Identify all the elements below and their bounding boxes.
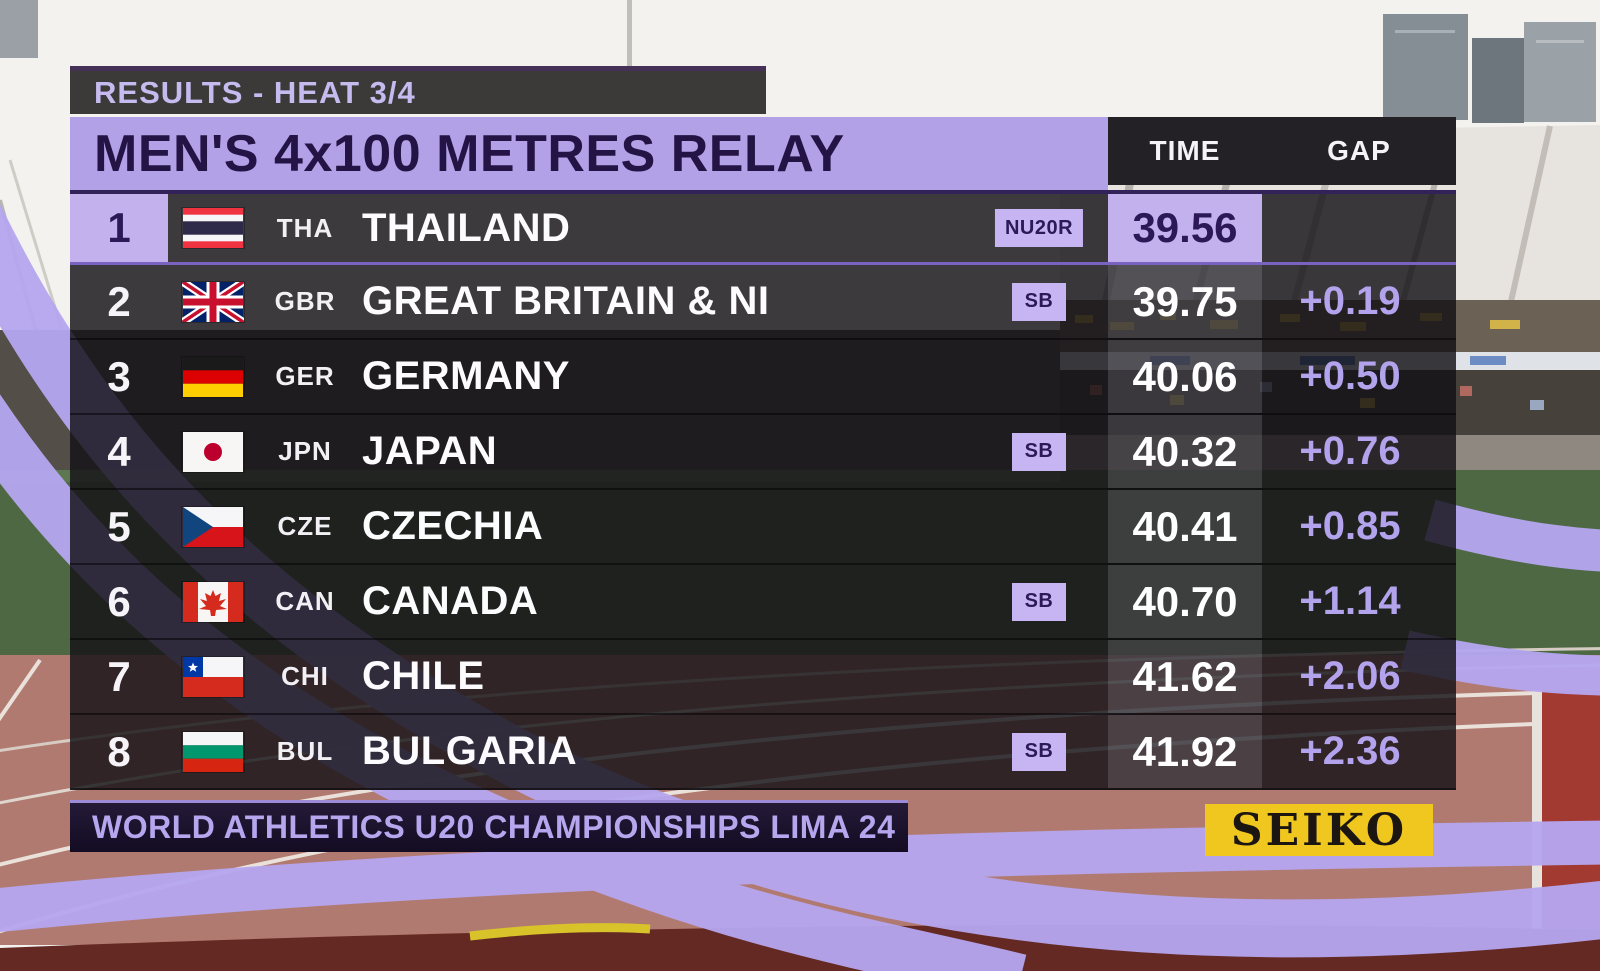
- columns-header: TIME GAP: [1108, 117, 1456, 185]
- results-heat-label: RESULTS - HEAT 3/4: [94, 74, 416, 110]
- result-gap: +2.06: [1299, 654, 1401, 698]
- result-gap: +0.50: [1299, 354, 1401, 398]
- result-row-1: 1 THA THAILAND NU20R 39.56: [70, 190, 1456, 265]
- country-name: GREAT BRITAIN & NI: [362, 279, 770, 323]
- result-gap: +2.36: [1299, 729, 1401, 773]
- result-time: 41.92: [1108, 715, 1262, 788]
- result-time: 40.70: [1108, 565, 1262, 638]
- country-name: BULGARIA: [362, 729, 578, 773]
- skyline-buildings: [0, 0, 1596, 123]
- result-gap: +0.85: [1299, 504, 1401, 548]
- result-gap: +0.19: [1299, 279, 1401, 323]
- country-name: CANADA: [362, 579, 539, 623]
- country-name: GERMANY: [362, 354, 570, 398]
- country-name: CZECHIA: [362, 504, 544, 548]
- country-code: JPN: [278, 436, 332, 466]
- rank: 4: [107, 427, 131, 475]
- canada-flag-icon: [182, 581, 244, 622]
- rank: 3: [107, 352, 131, 400]
- country-code: GER: [275, 361, 335, 391]
- competition-banner: WORLD ATHLETICS U20 CHAMPIONSHIPS LIMA 2…: [70, 800, 908, 852]
- gap-column-header: GAP: [1327, 135, 1391, 166]
- great-britain-flag-icon: [182, 281, 244, 322]
- result-time: 40.06: [1108, 340, 1262, 413]
- rank: 8: [107, 727, 131, 775]
- result-gap: [1262, 194, 1456, 262]
- result-time: 41.62: [1108, 640, 1262, 713]
- country-code: GBR: [274, 286, 336, 316]
- competition-name: WORLD ATHLETICS U20 CHAMPIONSHIPS LIMA 2…: [92, 809, 896, 845]
- result-row-8: 8 BUL BULGARIA SB 41.92 +2.36: [70, 715, 1456, 790]
- country-code: CZE: [277, 511, 333, 541]
- japan-flag-icon: [182, 431, 244, 472]
- record-badge: SB: [1012, 732, 1066, 771]
- time-column-header: TIME: [1149, 135, 1221, 166]
- rank: 5: [107, 502, 131, 550]
- seiko-wordmark: SEIKO: [1230, 804, 1408, 856]
- rank: 2: [107, 277, 131, 325]
- country-code: THA: [276, 212, 334, 243]
- results-table: 1 THA THAILAND NU20R 39.56 2 GBR: [70, 190, 1456, 790]
- result-row-2: 2 GBR GREAT BRITAIN & NI SB 39.75 +0.19: [70, 265, 1456, 340]
- country-name: CHILE: [362, 654, 485, 698]
- result-time: 39.75: [1108, 265, 1262, 338]
- thailand-flag-icon: [182, 208, 244, 248]
- result-row-6: 6 CAN CANADA SB 40.70 +1.14: [70, 565, 1456, 640]
- result-row-7: 7 CHI CHILE 41.62 +2.06: [70, 640, 1456, 715]
- country-name: JAPAN: [362, 429, 498, 473]
- czechia-flag-icon: [182, 506, 244, 547]
- record-badge: NU20R: [994, 209, 1084, 247]
- result-time: 40.32: [1108, 415, 1262, 488]
- result-row-3: 3 GER GERMANY 40.06 +0.50: [70, 340, 1456, 415]
- record-badge: SB: [1012, 432, 1066, 471]
- result-time: 40.41: [1108, 490, 1262, 563]
- rank: 7: [107, 652, 131, 700]
- country-code: CHI: [281, 661, 329, 691]
- results-heat-bar: RESULTS - HEAT 3/4: [70, 66, 766, 114]
- chile-flag-icon: [182, 656, 244, 697]
- result-row-4: 4 JPN JAPAN SB 40.32 +0.76: [70, 415, 1456, 490]
- seiko-logo: SEIKO: [1205, 804, 1433, 856]
- result-gap: +0.76: [1299, 429, 1401, 473]
- result-gap: +1.14: [1299, 579, 1401, 623]
- event-title-bar: MEN'S 4x100 METRES RELAY: [70, 117, 1108, 190]
- record-badge: SB: [1012, 282, 1066, 321]
- result-time: 39.56: [1108, 194, 1262, 262]
- germany-flag-icon: [182, 356, 244, 397]
- event-title: MEN'S 4x100 METRES RELAY: [94, 124, 845, 183]
- country-code: BUL: [276, 736, 334, 766]
- record-badge: SB: [1012, 582, 1066, 621]
- result-row-5: 5 CZE CZECHIA 40.41 +0.85: [70, 490, 1456, 565]
- country-name: THAILAND: [362, 205, 571, 250]
- bulgaria-flag-icon: [182, 731, 244, 772]
- rank: 6: [107, 577, 131, 625]
- country-code: CAN: [275, 586, 335, 616]
- rank: 1: [70, 194, 168, 262]
